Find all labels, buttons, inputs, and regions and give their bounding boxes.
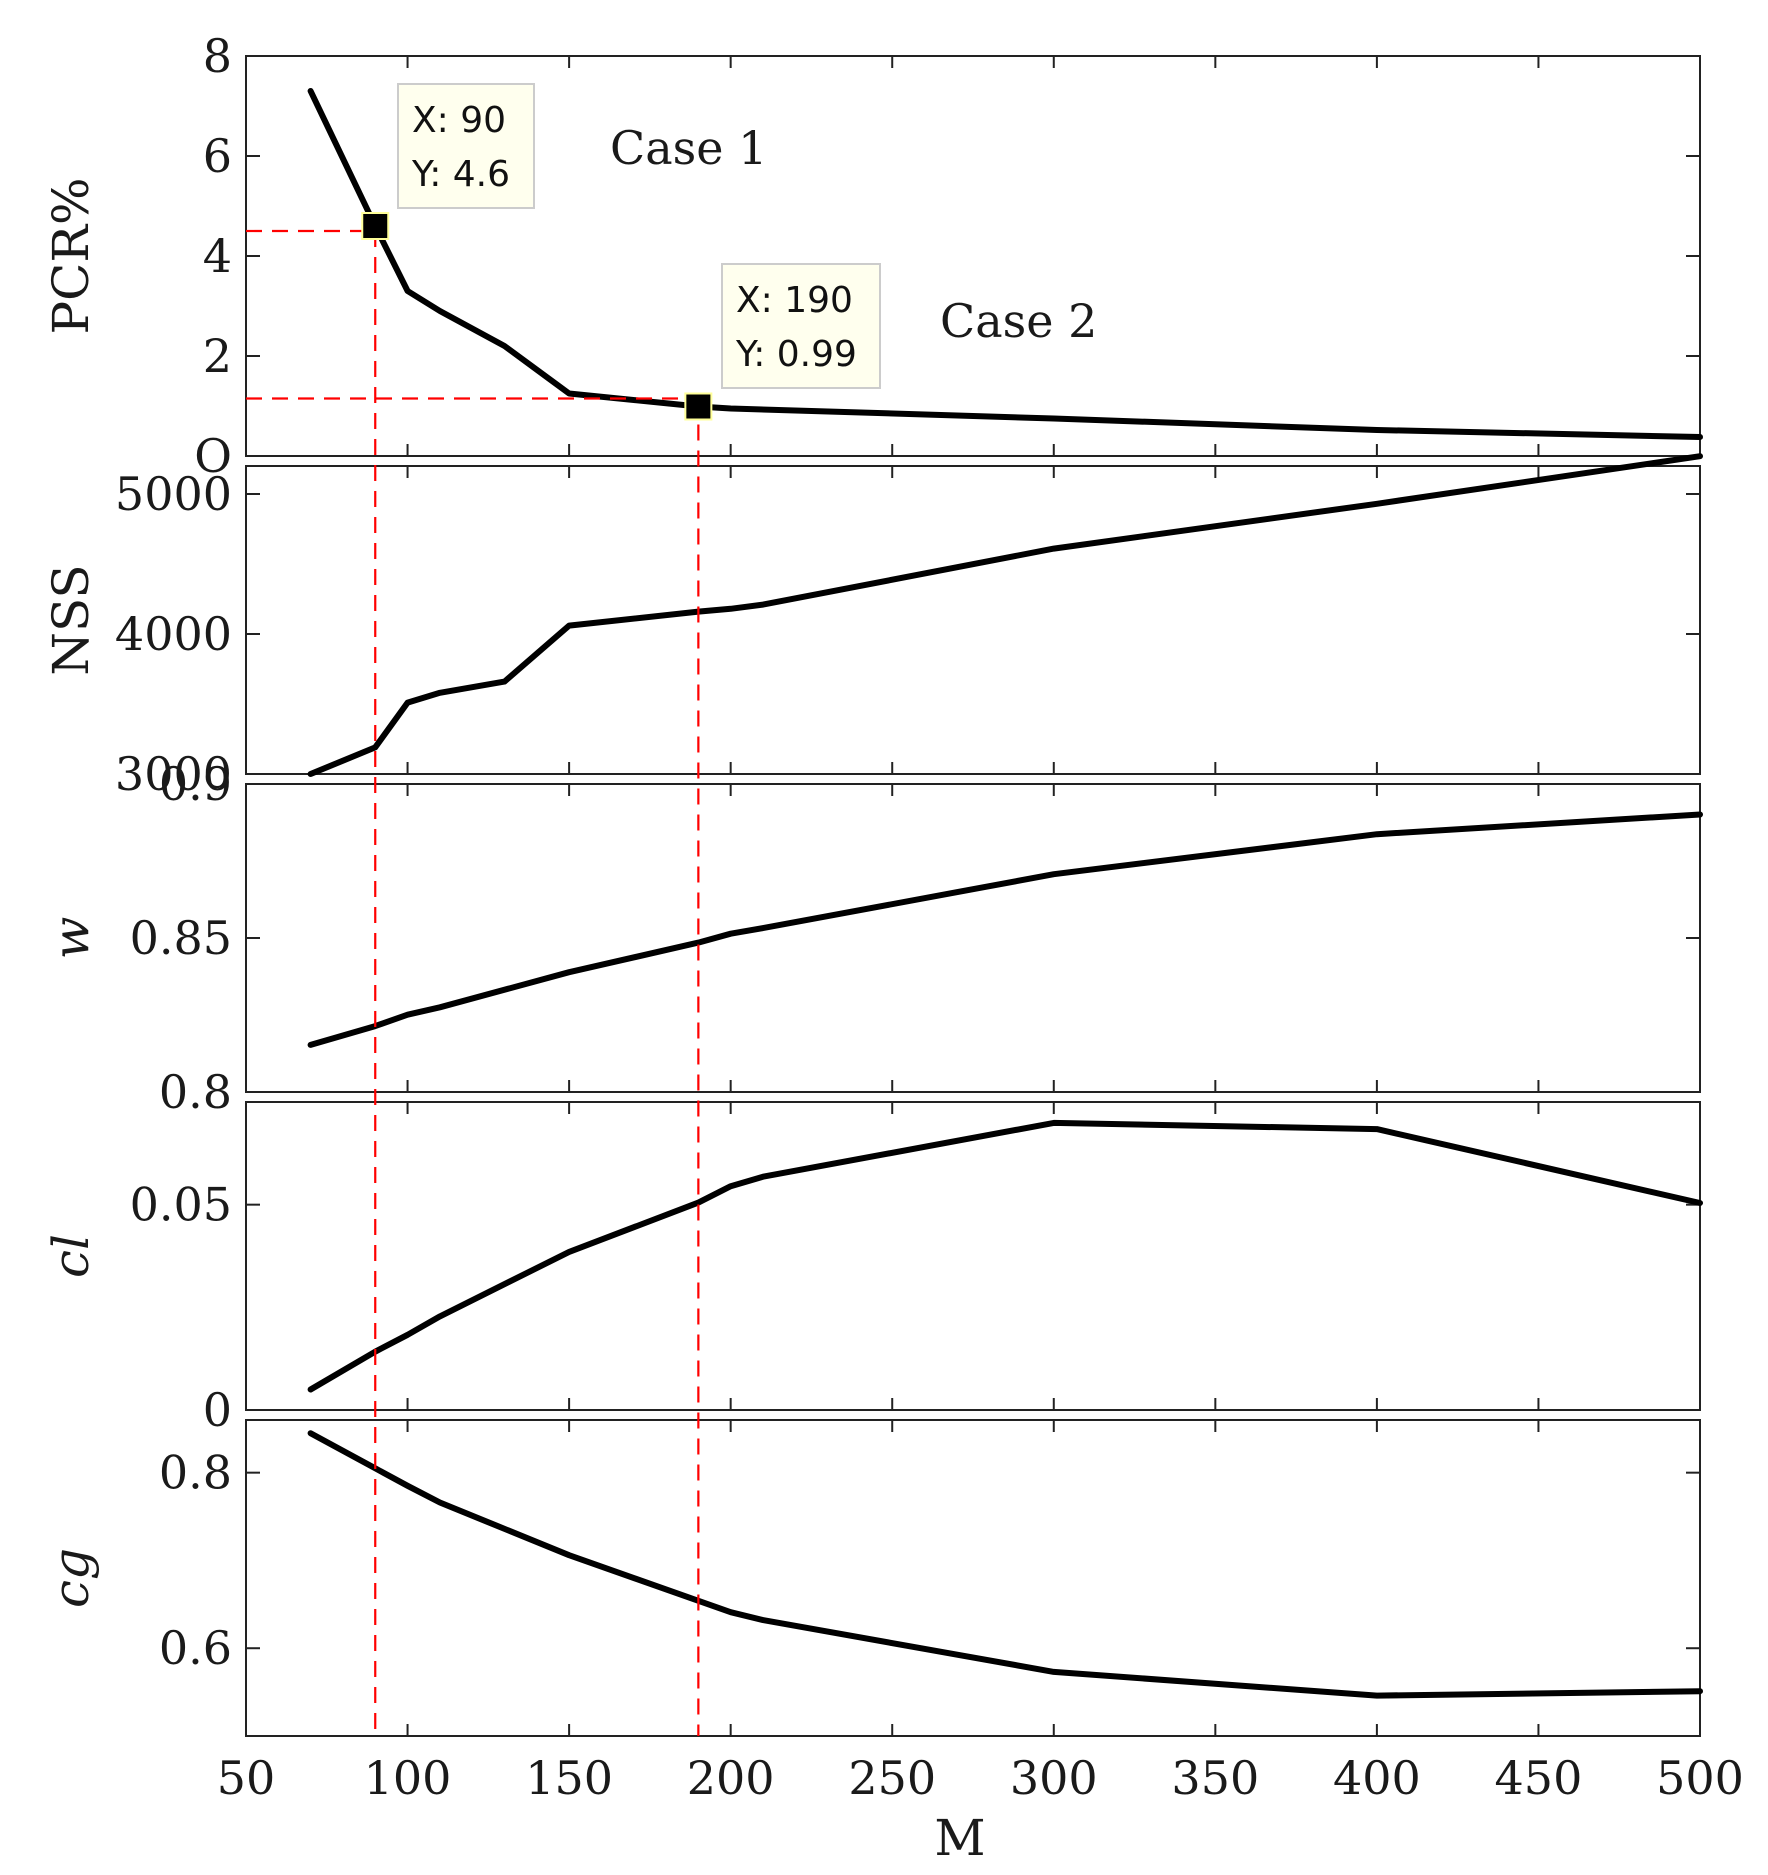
- x-tick-label-450: 450: [1495, 1751, 1583, 1805]
- plot-frame-cl: [245, 1101, 1701, 1411]
- x-tick-label-250: 250: [848, 1751, 936, 1805]
- datatip-marker-90: [361, 212, 390, 240]
- x-tick-label-100: 100: [364, 1751, 452, 1805]
- subplot-nss: 3000 4000 5000 NSS: [42, 453, 1703, 801]
- y-tick-label-pcr-0: O: [194, 429, 232, 483]
- y-axis-label-pcr: PCR%: [42, 177, 100, 334]
- datatip-y-90: Y: 4.6: [411, 154, 510, 195]
- series-line-pcr: [307, 88, 1703, 440]
- y-tick-label-pcr-3: 6: [203, 129, 232, 183]
- y-axis-label-w: w: [42, 917, 100, 960]
- subplot-cl: 0 0.05 cl: [42, 1101, 1703, 1437]
- y-tick-label-w-2: 0.9: [159, 757, 232, 811]
- datatip-x-190: X: 190: [736, 280, 853, 321]
- datatip-y-190: Y: 0.99: [735, 334, 857, 375]
- series-line-cl: [307, 1119, 1703, 1393]
- y-tick-label-pcr-4: 8: [203, 29, 232, 83]
- x-tick-labels: 50 100 150 200 250 300 350 400 450 500: [217, 1751, 1744, 1805]
- annotation-case-1: Case 1: [610, 121, 767, 175]
- x-tick-label-50: 50: [217, 1751, 276, 1805]
- y-tick-label-w-0: 0.8: [159, 1065, 232, 1119]
- subplot-w: 0.8 0.85 0.9 w: [42, 757, 1703, 1119]
- y-axis-label-nss: NSS: [42, 564, 100, 675]
- y-tick-label-nss-0: 3000: [115, 747, 232, 801]
- plot-frame-nss: [245, 465, 1701, 775]
- annotation-case-2: Case 2: [940, 294, 1097, 348]
- plot-frame-cg: [245, 1419, 1701, 1737]
- datatip-box-190: [721, 263, 881, 389]
- series-line-cg: [307, 1430, 1703, 1699]
- x-tick-label-300: 300: [1010, 1751, 1098, 1805]
- y-tick-label-nss-2: 5000: [115, 467, 232, 521]
- x-tick-label-150: 150: [525, 1751, 613, 1805]
- y-tick-label-cg-0: 0.6: [159, 1621, 232, 1675]
- datatip-x-90: X: 90: [412, 100, 506, 141]
- y-tick-label-nss-1: 4000: [115, 607, 232, 661]
- y-tick-label-cg-1: 0.8: [159, 1446, 232, 1500]
- y-tick-label-cl-0: 0: [203, 1383, 232, 1437]
- datatip-marker-190: [684, 392, 713, 421]
- datatip-box-90: [397, 83, 535, 209]
- y-tick-label-w-1: 0.85: [130, 911, 232, 965]
- series-line-w: [307, 811, 1703, 1048]
- y-tick-label-pcr-1: 2: [203, 329, 232, 383]
- series-line-nss: [307, 453, 1703, 777]
- x-tick-label-350: 350: [1171, 1751, 1259, 1805]
- y-axis-label-cg: cg: [42, 1548, 100, 1608]
- datatips-layer: X: 90 Y: 4.6 X: 190 Y: 0.99: [361, 83, 881, 421]
- x-tick-label-500: 500: [1656, 1751, 1744, 1805]
- x-axis-label: M: [934, 1809, 985, 1867]
- y-tick-label-cl-1: 0.05: [130, 1178, 232, 1232]
- guides-layer: [246, 229, 700, 1736]
- x-tick-label-400: 400: [1333, 1751, 1421, 1805]
- y-axis-label-cl: cl: [42, 1234, 100, 1278]
- subplots-layer: O 2 4 6 8 PCR% 3000 4000 5000 NSS 0.8 0.85 0.9 w 0 0.05…: [42, 29, 1744, 1805]
- subplot-cg: 0.6 0.8 cg: [42, 1419, 1703, 1737]
- subplot-pcr: O 2 4 6 8 PCR%: [42, 29, 1703, 483]
- x-tick-label-200: 200: [687, 1751, 775, 1805]
- y-tick-label-pcr-2: 4: [203, 229, 232, 283]
